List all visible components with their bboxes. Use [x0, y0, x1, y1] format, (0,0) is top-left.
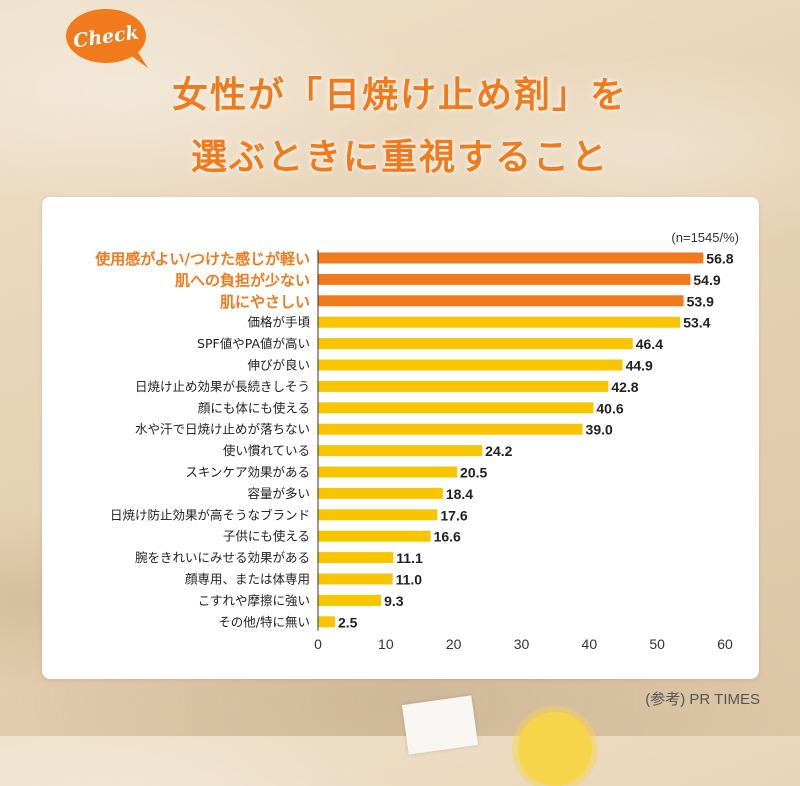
value-label: 40.6 — [596, 400, 623, 416]
x-tick-label: 0 — [314, 636, 322, 652]
value-label: 53.9 — [687, 293, 714, 309]
category-label: 子供にも使える — [223, 529, 310, 544]
bar — [318, 252, 704, 264]
value-label: 56.8 — [706, 251, 733, 267]
category-label: その他/特に無い — [218, 614, 310, 629]
bar — [318, 423, 583, 435]
source-credit: (参考) PR TIMES — [645, 691, 760, 708]
category-label: 使い慣れている — [223, 443, 310, 458]
x-tick-label: 50 — [649, 636, 665, 652]
bar — [318, 466, 458, 478]
value-label: 11.0 — [396, 572, 423, 588]
value-label: 18.4 — [446, 486, 473, 502]
category-label: SPF値やPA値が高い — [197, 336, 310, 351]
bar — [318, 573, 393, 585]
category-label: 日焼け止め効果が長続きしそう — [135, 379, 310, 394]
category-label: 顔にも体にも使える — [198, 400, 310, 415]
value-label: 39.0 — [586, 422, 613, 438]
bar — [318, 552, 394, 564]
category-label: 肌にやさしい — [220, 293, 310, 311]
value-label: 20.5 — [460, 465, 487, 481]
chart-note: (n=1545/%) — [671, 230, 739, 245]
x-tick-label: 10 — [378, 636, 394, 652]
bar — [318, 402, 594, 414]
value-label: 54.9 — [693, 272, 720, 288]
category-label: 日焼け防止効果が高そうなブランド — [110, 507, 310, 522]
category-label: 容量が多い — [247, 486, 310, 501]
category-label: こすれや摩擦に強い — [198, 593, 310, 608]
value-label: 11.1 — [396, 550, 423, 566]
bar — [318, 509, 438, 521]
bar-chart: (n=1545/%) 使用感がよい/つけた感じが軽い 56.8 肌への負担が少ない 54… — [94, 230, 739, 652]
x-tick-label: 30 — [514, 636, 530, 652]
value-label: 24.2 — [485, 443, 512, 459]
bar — [318, 316, 681, 328]
category-label: 水や汗で日焼け止めが落ちない — [135, 422, 310, 437]
bar — [318, 594, 382, 606]
bar — [318, 616, 335, 628]
decorative-paper — [401, 695, 479, 755]
x-tick-label: 20 — [446, 636, 462, 652]
bar — [318, 295, 684, 307]
sun-decoration-icon — [518, 712, 592, 786]
page-title-line-1: 女性が「日焼け止め剤」を — [171, 75, 628, 116]
value-label: 2.5 — [338, 614, 358, 630]
category-label: 顔専用、または体専用 — [185, 572, 310, 587]
speech-bubble-icon — [66, 9, 148, 68]
chart-card: (n=1545/%) 使用感がよい/つけた感じが軽い 56.8 肌への負担が少ない 54… — [42, 197, 759, 679]
page-title-line-2: 選ぶときに重視すること — [190, 137, 609, 178]
category-label: 肌への負担が少ない — [175, 271, 310, 289]
x-tick-label: 60 — [717, 636, 733, 652]
value-label: 46.4 — [636, 336, 663, 352]
value-label: 9.3 — [384, 593, 404, 609]
value-label: 42.8 — [611, 379, 638, 395]
bar — [318, 380, 609, 392]
category-label: 腕をきれいにみせる効果がある — [135, 550, 310, 565]
bar — [318, 530, 431, 542]
bar — [318, 359, 623, 371]
check-badge: Check — [64, 6, 156, 70]
value-label: 17.6 — [440, 507, 467, 523]
category-label: 価格が手頃 — [247, 315, 310, 330]
value-label: 53.4 — [683, 315, 710, 331]
x-tick-label: 40 — [582, 636, 598, 652]
category-label: 伸びが良い — [247, 358, 310, 373]
bar — [318, 273, 691, 285]
value-label: 16.6 — [434, 529, 461, 545]
bar — [318, 445, 483, 457]
category-label: スキンケア効果がある — [185, 465, 310, 480]
bar — [318, 338, 633, 350]
bar — [318, 487, 443, 499]
value-label: 44.9 — [626, 358, 653, 374]
category-label: 使用感がよい/つけた感じが軽い — [94, 250, 310, 268]
